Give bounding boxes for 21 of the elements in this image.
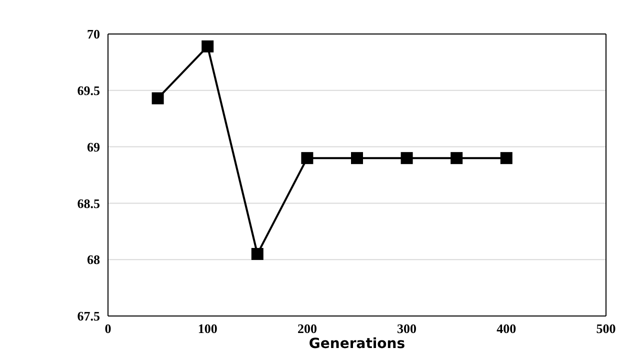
point: [202, 40, 214, 52]
y-tick-label: 68.5: [77, 196, 100, 211]
point: [301, 152, 314, 164]
point: [500, 152, 512, 164]
x-tick-label: 0: [104, 321, 112, 336]
x-tick-label: 300: [397, 321, 417, 336]
point: [400, 152, 413, 164]
point: [251, 248, 264, 260]
y-tick-label: 70: [87, 26, 100, 42]
x-tick-label: 200: [297, 321, 317, 336]
point: [152, 92, 164, 104]
x-tick-label: 500: [596, 321, 616, 336]
y-tick-label: 68: [87, 252, 100, 268]
y-tick-label: 67.5: [77, 308, 100, 324]
x-tick-label: 100: [198, 321, 218, 336]
x-axis-title: Generations: [308, 336, 406, 352]
point: [351, 152, 363, 164]
y-tick-label: 69.5: [77, 83, 100, 98]
y-tick-label: 69: [87, 139, 100, 154]
x-tick-label: 400: [496, 321, 516, 336]
point: [450, 152, 463, 164]
